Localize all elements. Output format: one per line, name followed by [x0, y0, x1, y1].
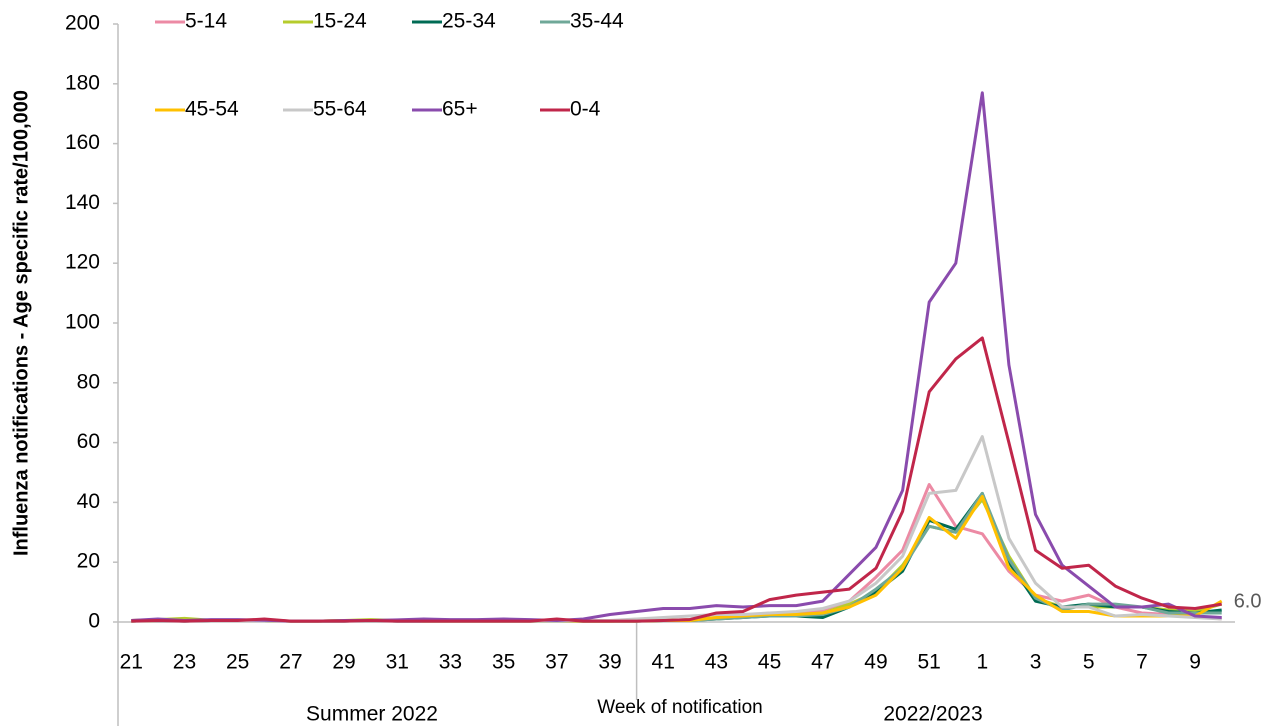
y-tick-label: 20	[77, 550, 100, 573]
y-tick-label: 120	[65, 251, 100, 274]
x-tick-label: 25	[226, 651, 249, 674]
legend-label: 35-44	[570, 10, 624, 33]
x-axis-title: Week of notification	[597, 697, 762, 718]
legend-label: 15-24	[313, 10, 367, 33]
legend-label: 5-14	[185, 10, 227, 33]
x-tick-label: 31	[386, 651, 409, 674]
y-tick-label: 40	[77, 490, 100, 513]
y-axis-title: Influenza notifications - Age specific r…	[10, 90, 32, 556]
legend-label: 55-64	[313, 98, 367, 121]
x-tick-label: 29	[332, 651, 355, 674]
legend-label: 45-54	[185, 98, 239, 121]
legend-label: 25-34	[442, 10, 496, 33]
x-tick-label: 51	[917, 651, 940, 674]
x-tick-label: 37	[545, 651, 568, 674]
x-tick-label: 33	[439, 651, 462, 674]
y-tick-label: 160	[65, 131, 100, 154]
y-tick-label: 140	[65, 191, 100, 214]
x-tick-label: 45	[758, 651, 781, 674]
data-label: 6.0	[1234, 590, 1262, 612]
y-tick-label: 0	[88, 610, 100, 633]
series-line	[131, 483, 1222, 623]
x-tick-label: 47	[811, 651, 834, 674]
y-tick-label: 180	[65, 71, 100, 94]
x-tick-label: 9	[1189, 651, 1201, 674]
series-line	[131, 91, 1222, 623]
legend-label: 65+	[442, 98, 478, 121]
x-group-label: 2022/2023	[883, 703, 982, 726]
x-tick-label: 7	[1136, 651, 1148, 674]
x-tick-label: 1	[977, 651, 989, 674]
series-line	[131, 435, 1222, 623]
x-tick-label: 39	[598, 651, 621, 674]
y-tick-label: 100	[65, 311, 100, 334]
y-tick-label: 60	[77, 430, 100, 453]
x-tick-label: 43	[705, 651, 728, 674]
x-tick-label: 27	[279, 651, 302, 674]
x-tick-label: 21	[120, 651, 143, 674]
y-tick-label: 200	[65, 12, 100, 35]
x-group-label: Summer 2022	[306, 703, 438, 726]
legend-label: 0-4	[570, 98, 601, 121]
x-tick-label: 49	[864, 651, 887, 674]
series-line	[131, 336, 1222, 623]
x-tick-label: 5	[1083, 651, 1095, 674]
y-tick-label: 80	[77, 370, 100, 393]
x-tick-label: 41	[652, 651, 675, 674]
x-tick-label: 23	[173, 651, 196, 674]
x-tick-label: 35	[492, 651, 515, 674]
x-tick-label: 3	[1030, 651, 1042, 674]
